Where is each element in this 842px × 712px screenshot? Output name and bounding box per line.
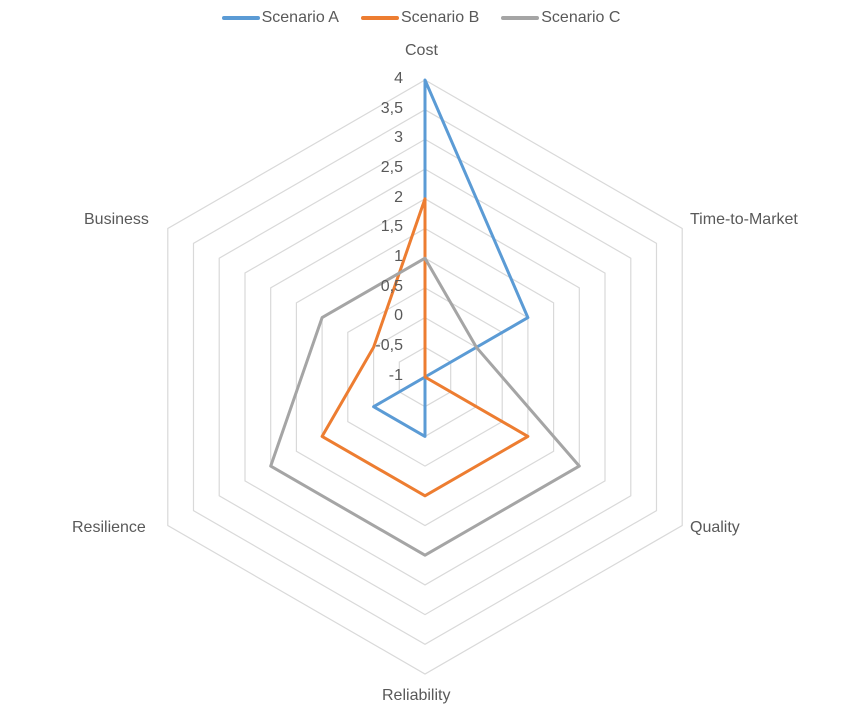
grid-ring xyxy=(192,109,658,645)
legend-label: Scenario A xyxy=(261,9,339,26)
axis-label-time-to-market: Time-to-Market xyxy=(690,211,798,228)
tick-label: 0 xyxy=(394,307,403,324)
series-lines xyxy=(269,78,581,557)
axis-label-resilience: Resilience xyxy=(72,519,146,536)
tick-label: 1 xyxy=(394,248,403,265)
legend-item-scenario-a[interactable]: Scenario A xyxy=(221,6,339,30)
legend-label: Scenario B xyxy=(400,9,480,26)
grid-ring xyxy=(295,227,555,527)
series-line-scenario-b[interactable] xyxy=(320,197,530,498)
tick-label: 3,5 xyxy=(380,100,403,117)
axis-label-quality: Quality xyxy=(690,519,740,536)
grid-ring xyxy=(218,138,632,616)
legend-swatch-b xyxy=(360,16,399,20)
legend-item-scenario-c[interactable]: Scenario C xyxy=(501,6,620,30)
tick-label: -0,5 xyxy=(375,337,403,354)
legend: Scenario A Scenario B Scenario C xyxy=(0,6,842,30)
grid-ring xyxy=(167,79,683,675)
tick-label: 3 xyxy=(394,129,403,146)
tick-label: 0,5 xyxy=(380,278,403,295)
tick-label: -1 xyxy=(388,367,403,384)
axis-label-cost: Cost xyxy=(405,42,438,59)
tick-label: 4 xyxy=(394,70,403,87)
axis-label-reliability: Reliability xyxy=(382,687,451,704)
series-line-scenario-c[interactable] xyxy=(269,256,581,557)
legend-label: Scenario C xyxy=(541,9,621,26)
tick-label: 1,5 xyxy=(380,218,403,235)
legend-swatch-a xyxy=(221,16,260,20)
tick-label: 2 xyxy=(394,189,403,206)
axis-label-business: Business xyxy=(84,211,149,228)
tick-label: 2,5 xyxy=(380,159,403,176)
grid-ring xyxy=(244,168,606,586)
legend-swatch-c xyxy=(501,16,540,20)
legend-item-scenario-b[interactable]: Scenario B xyxy=(360,6,480,30)
